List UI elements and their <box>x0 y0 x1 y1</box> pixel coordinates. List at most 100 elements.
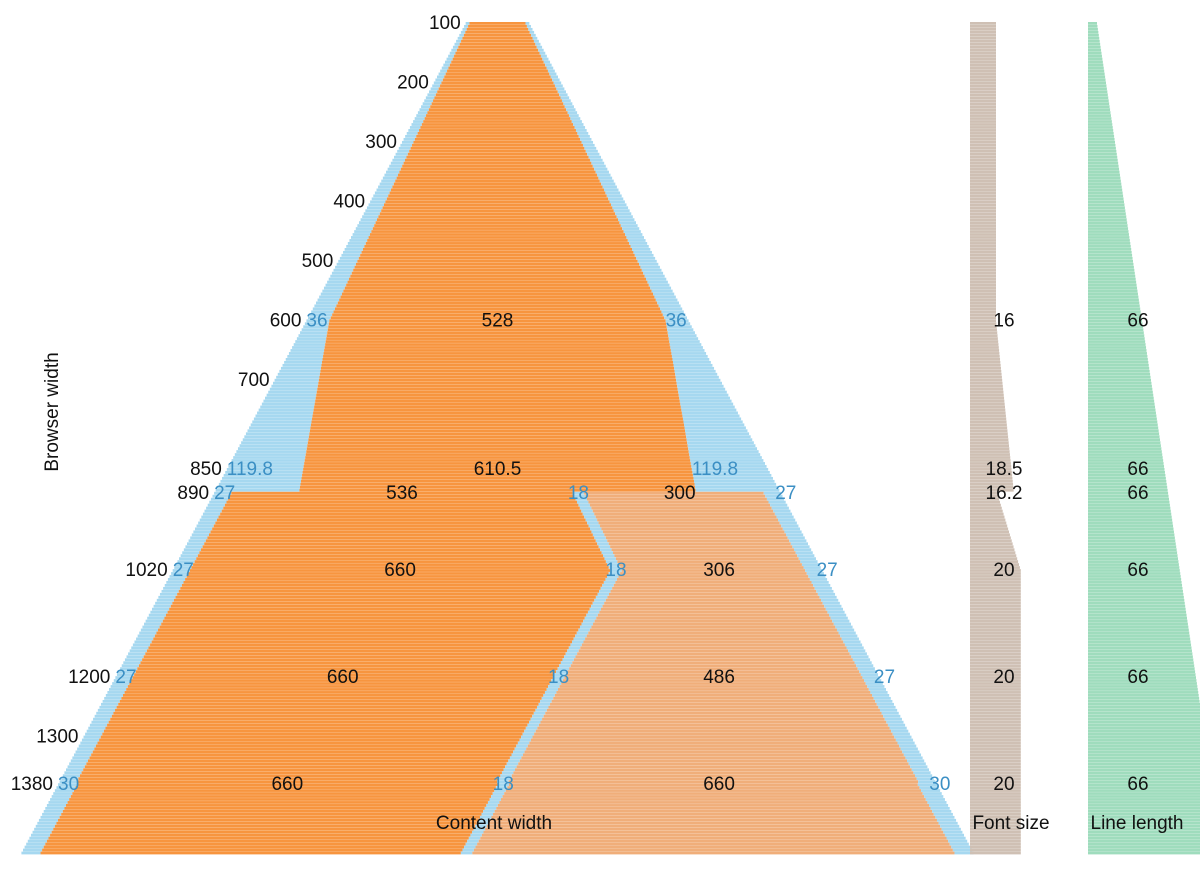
font-size-slice <box>970 589 1021 593</box>
content-secondary-slice <box>475 845 952 849</box>
line-length-slice <box>1088 197 1124 201</box>
margin-left-slice <box>59 780 77 784</box>
gap-slice <box>491 795 503 798</box>
line-length-slice <box>1088 334 1145 337</box>
margin-right-slice <box>640 265 660 269</box>
margin-left-slice <box>451 48 457 52</box>
font-size-slice <box>970 771 1021 775</box>
font-size-slice <box>970 120 996 123</box>
content-secondary-slice <box>589 628 837 632</box>
font-size-slice <box>970 75 996 79</box>
font-size-slice <box>970 696 1021 700</box>
content-primary-slice <box>375 221 620 224</box>
font-size-slice <box>970 441 1009 445</box>
content-primary-slice <box>368 236 627 239</box>
font-size-slice <box>970 801 1021 804</box>
content-primary-slice <box>469 22 526 25</box>
line-length-slice <box>1088 679 1197 682</box>
font-size-slice <box>970 622 1021 626</box>
margin-left-slice <box>174 566 192 569</box>
line-length-slice <box>1088 140 1115 144</box>
gap-slice <box>509 756 522 760</box>
gap-slice <box>594 598 606 602</box>
font-size-slice <box>970 515 1005 519</box>
line-length-slice <box>1088 182 1122 186</box>
margin-right-slice <box>846 646 864 650</box>
margin-left-slice <box>239 444 308 448</box>
margin-left-slice <box>24 845 44 849</box>
margin-left-slice <box>70 759 88 763</box>
line-length-slice <box>1088 378 1151 382</box>
font-size-slice <box>970 346 999 349</box>
content-primary-slice <box>191 566 609 569</box>
gap-slice <box>591 604 603 608</box>
gap-slice <box>521 735 533 739</box>
content-primary-slice <box>423 120 572 123</box>
font-size-slice <box>970 298 996 302</box>
margin-left-slice <box>386 170 400 174</box>
content-secondary-slice <box>591 625 836 629</box>
font-size-slice <box>970 129 996 132</box>
content-primary-slice <box>357 259 638 263</box>
line-length-slice <box>1088 313 1142 317</box>
content-secondary-slice <box>542 717 885 721</box>
line-length-slice <box>1088 402 1155 406</box>
font-size-slice <box>970 22 996 25</box>
margin-right-slice <box>857 667 875 671</box>
font-size-slice <box>970 245 996 248</box>
gap-slice <box>492 792 505 795</box>
margin-left-slice <box>416 114 427 117</box>
margin-right-slice <box>657 301 680 305</box>
margin-right-slice <box>694 482 777 486</box>
content-primary-slice <box>358 256 637 260</box>
margin-right-label: 27 <box>874 667 895 688</box>
line-length-slice <box>1088 78 1106 82</box>
line-length-slice <box>1088 218 1127 222</box>
line-length-slice <box>1088 185 1122 189</box>
line-length-slice <box>1088 262 1134 266</box>
font-size-slice <box>970 812 1021 816</box>
content-primary-slice <box>299 488 696 492</box>
font-size-slice <box>970 274 996 278</box>
content-primary-slice <box>396 176 599 180</box>
margin-left-slice <box>228 465 304 468</box>
content-primary-slice <box>456 48 539 52</box>
line-length-slice <box>1088 694 1199 697</box>
line-length-slice <box>1088 625 1189 629</box>
content-primary-slice <box>336 304 659 308</box>
margin-right-slice <box>637 259 657 263</box>
line-length-slice <box>1088 447 1162 450</box>
margin-right-slice <box>856 664 874 668</box>
line-length-slice <box>1088 247 1132 251</box>
margin-right-slice <box>647 280 668 284</box>
content-primary-slice <box>116 705 537 709</box>
margin-right-slice <box>892 732 910 736</box>
font-size-slice <box>970 542 1013 546</box>
content-width-label: 528 <box>482 310 514 331</box>
content-primary-slice <box>308 435 687 439</box>
y-tick-label: 1020 <box>125 560 167 581</box>
font-size-slice <box>970 827 1021 831</box>
content-primary-slice <box>162 619 584 623</box>
font-size-slice <box>970 774 1021 778</box>
font-size-slice <box>970 450 1010 453</box>
line-length-slice <box>1088 405 1156 409</box>
margin-left-slice <box>241 441 308 445</box>
gap-slice <box>527 723 539 727</box>
content-primary-slice <box>412 143 583 147</box>
content-primary-slice <box>313 411 682 415</box>
line-length-slice <box>1088 711 1200 715</box>
margin-right-slice <box>870 691 888 694</box>
margin-left-slice <box>83 735 101 739</box>
content-primary-slice <box>434 96 561 100</box>
line-length-slice <box>1088 774 1200 778</box>
margin-right-slice <box>531 33 536 37</box>
content-primary-slice <box>119 699 541 703</box>
line-length-slice <box>1088 81 1106 85</box>
font-size-slice <box>970 72 996 76</box>
content-primary-slice <box>154 634 576 638</box>
content-primary-slice <box>455 51 540 55</box>
font-size-slice <box>970 438 1009 442</box>
font-size-slice <box>970 830 1021 834</box>
font-size-slice <box>970 488 1014 492</box>
